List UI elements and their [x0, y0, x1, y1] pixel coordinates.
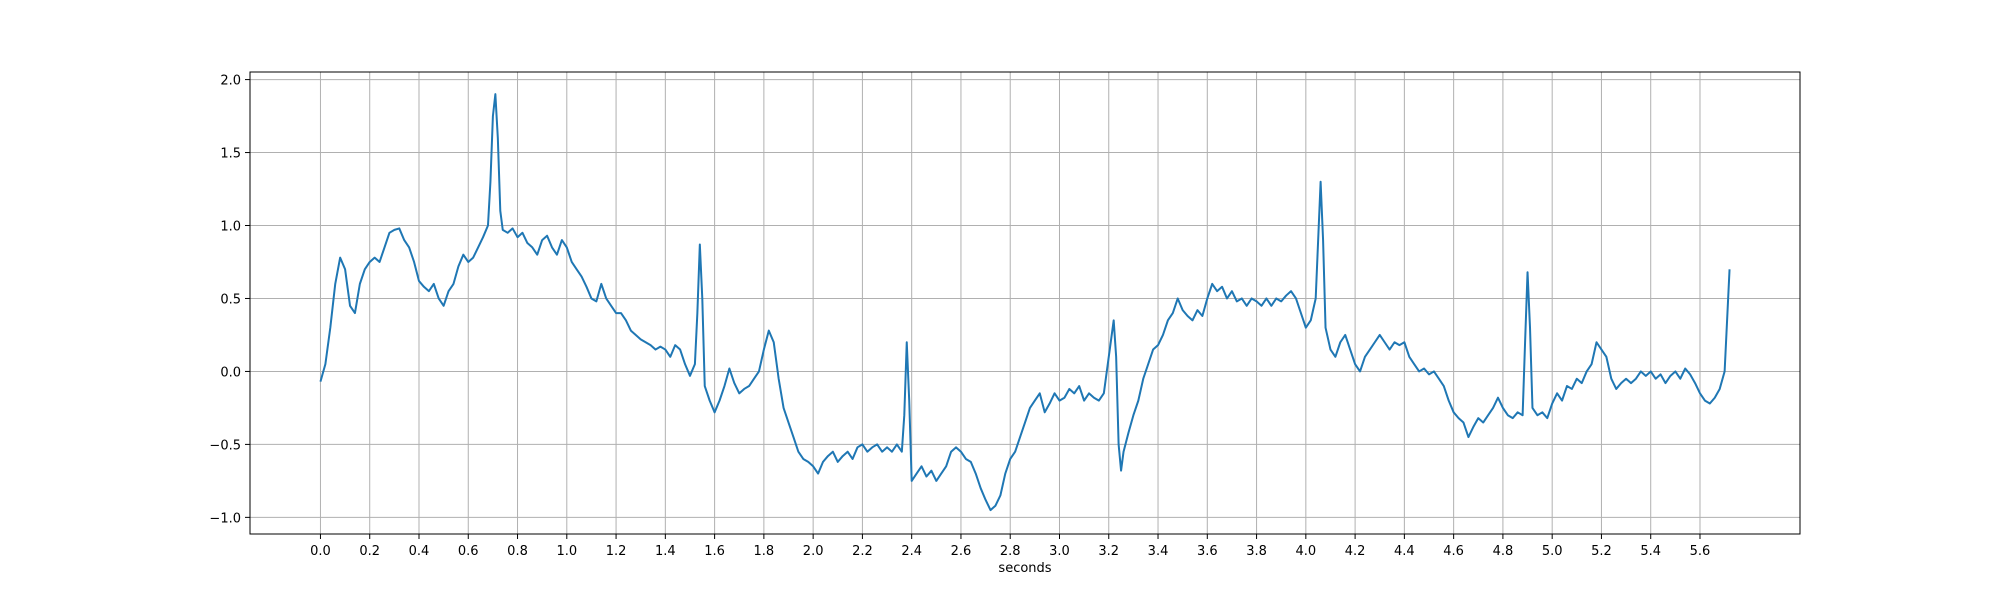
y-tick-label: −0.5	[209, 438, 241, 453]
x-axis-label: seconds	[998, 561, 1051, 576]
x-tick-label: 4.6	[1443, 544, 1464, 559]
x-tick-label: 1.6	[704, 544, 725, 559]
x-tick-label: 2.0	[803, 544, 824, 559]
y-tick-label: −1.0	[209, 511, 241, 526]
x-tick-label: 3.6	[1197, 544, 1218, 559]
x-tick-label: 0.6	[458, 544, 479, 559]
x-tick-label: 4.2	[1345, 544, 1366, 559]
x-tick-label: 2.8	[1000, 544, 1021, 559]
data-line	[319, 93, 1731, 512]
y-tick-label: 0.0	[220, 365, 241, 380]
x-tick-label: 3.2	[1098, 544, 1119, 559]
y-tick-label: 2.0	[220, 74, 241, 89]
x-tick-label: 3.0	[1049, 544, 1070, 559]
x-tick-label: 2.6	[951, 544, 972, 559]
x-tick-label: 1.4	[655, 544, 676, 559]
x-tick-label: 3.8	[1246, 544, 1267, 559]
x-tick-label: 1.8	[754, 544, 775, 559]
x-tick-label: 0.4	[409, 544, 430, 559]
x-tick-label: 5.4	[1640, 544, 1661, 559]
x-tick-label: 2.2	[852, 544, 873, 559]
x-tick-label: 0.0	[310, 544, 331, 559]
x-tick-label: 3.4	[1148, 544, 1169, 559]
x-tick-label: 1.0	[556, 544, 577, 559]
y-tick-label: 0.5	[220, 292, 241, 307]
x-tick-label: 4.0	[1295, 544, 1316, 559]
x-tick-label: 5.0	[1542, 544, 1563, 559]
x-tick-label: 1.2	[606, 544, 627, 559]
x-tick-label: 0.8	[507, 544, 528, 559]
x-tick-label: 2.4	[901, 544, 922, 559]
plot-frame	[249, 71, 1801, 535]
y-tick-label: 1.5	[220, 147, 241, 162]
y-tick-label: 1.0	[220, 220, 241, 235]
x-tick-label: 5.6	[1690, 544, 1711, 559]
x-tick-label: 4.4	[1394, 544, 1415, 559]
x-tick-label: 0.2	[359, 544, 380, 559]
x-tick-label: 5.2	[1591, 544, 1612, 559]
x-tick-label: 4.8	[1493, 544, 1514, 559]
